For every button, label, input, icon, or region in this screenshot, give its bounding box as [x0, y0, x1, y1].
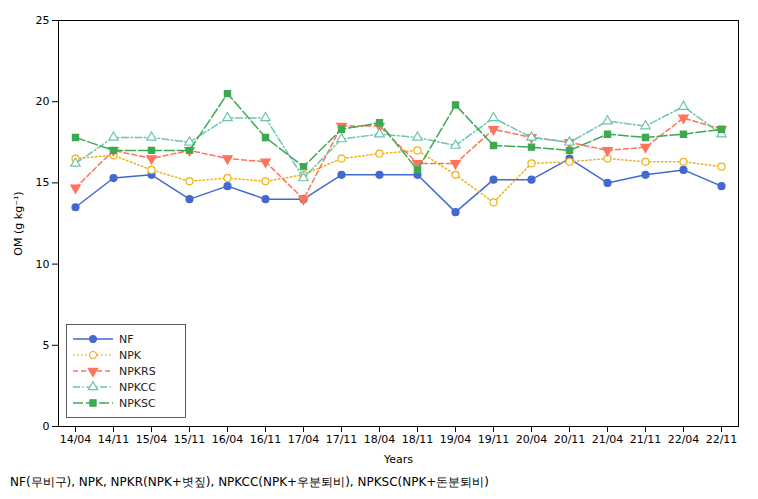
svg-text:21/04: 21/04 [592, 433, 624, 446]
svg-text:15/04: 15/04 [136, 433, 168, 446]
svg-text:18/11: 18/11 [402, 433, 434, 446]
svg-text:20: 20 [36, 95, 50, 108]
svg-text:17/11: 17/11 [326, 433, 358, 446]
svg-text:Years: Years [383, 453, 413, 466]
html-text:NF(무비구), NPK, NPKR(NPK+볏짚), NP: NF(무비구), NPK, NPKR(NPK+볏짚), NPKCC(NPK+우분… [10, 475, 489, 489]
svg-text:20/11: 20/11 [554, 433, 586, 446]
svg-text:21/11: 21/11 [630, 433, 662, 446]
svg-text:NPKSC: NPKSC [119, 397, 156, 410]
svg-text:15: 15 [36, 176, 50, 189]
svg-text:20/04: 20/04 [516, 433, 548, 446]
svg-text:15/11: 15/11 [174, 433, 206, 446]
svg-text:14/11: 14/11 [98, 433, 130, 446]
svg-text:16/04: 16/04 [212, 433, 244, 446]
svg-text:22/04: 22/04 [668, 433, 700, 446]
svg-text:0: 0 [43, 420, 50, 433]
svg-text:22/11: 22/11 [706, 433, 738, 446]
svg-text:17/04: 17/04 [288, 433, 320, 446]
svg-text:NPK: NPK [119, 349, 142, 362]
svg-text:OM (g kg⁻¹): OM (g kg⁻¹) [12, 191, 25, 255]
svg-text:NPKRS: NPKRS [119, 365, 156, 378]
svg-text:NF: NF [119, 333, 134, 346]
svg-text:18/04: 18/04 [364, 433, 396, 446]
svg-text:NPKCC: NPKCC [119, 381, 156, 394]
svg-text:5: 5 [43, 339, 50, 352]
svg-text:16/11: 16/11 [250, 433, 282, 446]
svg-text:19/04: 19/04 [440, 433, 472, 446]
svg-text:25: 25 [36, 14, 50, 27]
svg-text:14/04: 14/04 [60, 433, 92, 446]
svg-text:19/11: 19/11 [478, 433, 510, 446]
svg-text:10: 10 [36, 258, 50, 271]
